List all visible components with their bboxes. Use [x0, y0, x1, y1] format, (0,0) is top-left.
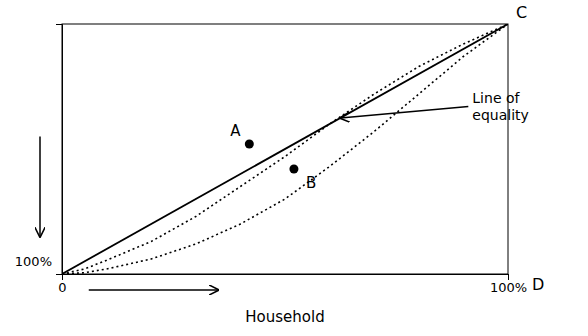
annotation-text: C	[516, 3, 527, 22]
x-tick-label: 100%	[490, 280, 527, 295]
point-label: B	[306, 174, 316, 192]
x-tick: 100%	[490, 274, 527, 295]
annotations: Line ofequality C D 100%	[15, 3, 545, 294]
plot: 0100%HouseholdABLine ofequalityCD100%	[15, 3, 545, 326]
y-axis	[56, 25, 63, 275]
annotation-line: equality	[472, 107, 529, 123]
marks	[62, 24, 508, 274]
series-line	[62, 24, 508, 274]
annotation-arrow	[341, 107, 469, 119]
y-axis-line	[56, 25, 63, 275]
point-label: A	[230, 122, 241, 140]
annotation-text: D	[532, 275, 544, 294]
chart-svg: 0100%HouseholdABLine ofequalityCD100%	[0, 0, 588, 336]
point	[245, 140, 254, 149]
y-direction-arrow	[39, 137, 41, 237]
annotation-text: 100%	[15, 254, 52, 269]
annotation-text: Line ofequality	[472, 90, 529, 123]
point	[289, 165, 298, 174]
x-axis: 0 100%	[58, 274, 527, 295]
point-labels: AB	[230, 122, 316, 192]
plot-frame	[62, 24, 508, 274]
x-tick-line	[508, 274, 509, 280]
x-axis-line	[63, 275, 509, 281]
series-line	[62, 24, 508, 274]
x-tick: 0	[58, 274, 66, 295]
x-direction-arrow	[89, 289, 218, 291]
series-line	[62, 24, 508, 274]
annotation-line: Line of	[472, 90, 520, 106]
x-axis-title: Household	[245, 308, 324, 326]
x-tick-label: 0	[58, 280, 66, 295]
